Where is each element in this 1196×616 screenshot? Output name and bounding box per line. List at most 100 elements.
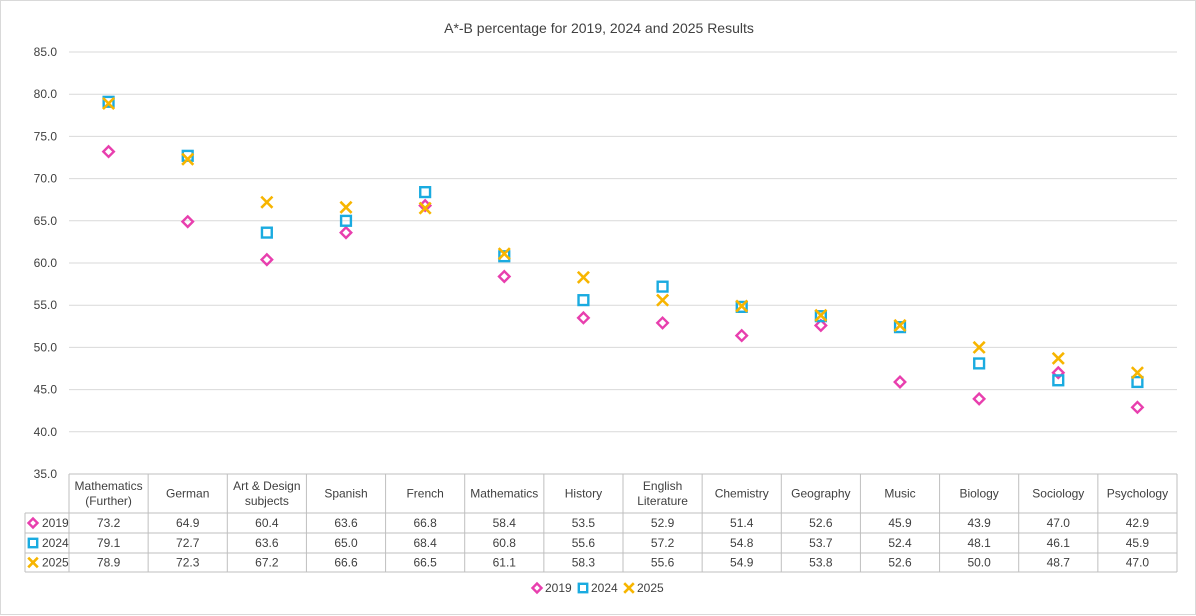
legend-key-2019 (530, 581, 544, 595)
table-cell: 52.9 (651, 516, 675, 530)
y-tick-label: 60.0 (34, 256, 58, 270)
point-2019 (1051, 365, 1066, 380)
table-cell: 46.1 (1047, 536, 1071, 550)
category-label: Chemistry (715, 487, 769, 501)
point-2024 (498, 250, 511, 263)
table-cell: 52.6 (888, 556, 912, 570)
legend: 2019 2024 2025 (530, 581, 664, 595)
table-cell: 79.1 (97, 536, 121, 550)
table-cell: 54.8 (730, 536, 754, 550)
point-2019 (893, 375, 907, 389)
table-cell: 57.2 (651, 536, 675, 550)
category-label: Art & Design (233, 479, 300, 493)
category-label: Biology (959, 487, 998, 501)
y-tick-label: 50.0 (34, 340, 58, 354)
y-tick-label: 55.0 (34, 298, 58, 312)
table-series-name: 2019 (42, 516, 69, 530)
category-label: Sociology (1032, 487, 1084, 501)
chart-title: A*-B percentage for 2019, 2024 and 2025 … (444, 20, 754, 36)
table-cell: 66.8 (413, 516, 437, 530)
y-tick-label: 40.0 (34, 425, 58, 439)
category-label: (Further) (85, 494, 132, 508)
table-cell: 60.8 (493, 536, 517, 550)
y-tick-label: 75.0 (34, 129, 58, 143)
point-2019 (259, 252, 274, 267)
table-cell: 48.7 (1047, 556, 1071, 570)
point-2025 (893, 318, 907, 332)
legend-key-2024 (577, 582, 589, 594)
chart-marks (101, 95, 1145, 415)
table-cell: 60.4 (255, 516, 279, 530)
category-label: Spanish (324, 487, 367, 501)
point-2025 (418, 201, 432, 215)
table-cell: 58.3 (572, 556, 596, 570)
point-2025 (814, 308, 828, 322)
table-cell: 58.4 (493, 516, 517, 530)
table-cell: 43.9 (967, 516, 991, 530)
table-cell: 45.9 (1126, 536, 1150, 550)
point-2025 (1130, 366, 1144, 380)
y-tick-label: 65.0 (34, 214, 58, 228)
category-label: Literature (637, 494, 688, 508)
y-tick-label: 45.0 (34, 383, 58, 397)
category-label: Mathematics (75, 479, 143, 493)
table-cell: 78.9 (97, 556, 121, 570)
point-2025 (181, 152, 195, 166)
point-2025 (497, 247, 511, 261)
table-legend-key (27, 537, 39, 549)
table-legend-key (26, 516, 40, 530)
point-2024 (893, 321, 907, 334)
table-cell: 53.7 (809, 536, 833, 550)
table-cell: 53.5 (572, 516, 596, 530)
legend-label: 2025 (637, 581, 664, 595)
category-label: Geography (791, 487, 850, 501)
table-cell: 47.0 (1047, 516, 1071, 530)
table-cell: 65.0 (334, 536, 358, 550)
table-cell: 64.9 (176, 516, 200, 530)
point-2019 (1130, 400, 1145, 415)
point-2024 (339, 214, 353, 227)
category-label: Music (884, 487, 915, 501)
table-cell: 72.3 (176, 556, 200, 570)
table-cell: 63.6 (334, 516, 358, 530)
table-cell: 67.2 (255, 556, 279, 570)
table-cell: 72.7 (176, 536, 200, 550)
point-2019 (576, 310, 591, 325)
table-cell: 42.9 (1126, 516, 1150, 530)
table-cell: 52.6 (809, 516, 833, 530)
y-tick-label: 70.0 (34, 172, 58, 186)
table-cell: 55.6 (651, 556, 675, 570)
legend-label: 2024 (591, 581, 618, 595)
table-legend-key (27, 556, 39, 569)
table-cell: 68.4 (413, 536, 437, 550)
point-2025 (102, 96, 116, 111)
table-cell: 61.1 (493, 556, 517, 570)
gridlines (69, 51, 1177, 433)
point-2025 (576, 270, 590, 284)
table-cell: 66.5 (413, 556, 437, 570)
point-2025 (656, 293, 670, 307)
point-2024 (260, 226, 273, 239)
point-2024 (735, 300, 748, 313)
point-2025 (735, 299, 749, 313)
category-label: Psychology (1107, 487, 1168, 501)
point-2024 (577, 294, 590, 307)
table-cell: 54.9 (730, 556, 754, 570)
table-cell: 63.6 (255, 536, 279, 550)
point-2024 (102, 95, 115, 108)
point-2019 (972, 391, 987, 406)
point-2024 (656, 280, 669, 293)
point-2024 (1131, 375, 1144, 389)
category-label: subjects (245, 494, 289, 508)
y-tick-label: 35.0 (34, 467, 58, 481)
point-2025 (260, 195, 274, 209)
table-cell: 45.9 (888, 516, 912, 530)
table-cell: 50.0 (967, 556, 991, 570)
point-2024 (419, 186, 432, 199)
table-cell: 48.1 (967, 536, 991, 550)
y-tick-label: 85.0 (34, 45, 58, 59)
table-series-name: 2024 (42, 536, 69, 550)
point-2019 (813, 318, 828, 333)
